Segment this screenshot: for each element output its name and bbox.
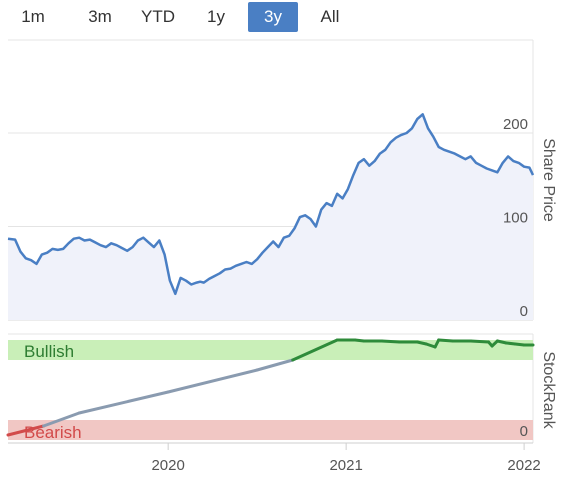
stockrank-line-segment	[380, 339, 402, 344]
range-button-1y[interactable]: 1y	[207, 7, 225, 26]
range-button-all[interactable]: All	[320, 7, 340, 26]
price-tick-label-0: 0	[520, 303, 528, 320]
bullish-band	[8, 340, 533, 360]
stockrank-line-segment	[415, 340, 428, 346]
stockrank-series-line	[6, 338, 535, 437]
range-button-3m[interactable]: 3m	[88, 7, 112, 26]
rank-tick-label-0: 0	[520, 423, 528, 440]
stockrank-line-segment	[424, 342, 437, 349]
bullish-band-label: Bullish	[24, 342, 74, 361]
stockrank-line-segment	[166, 368, 259, 394]
rank-axis-title: StockRank	[540, 351, 557, 429]
price-series-line	[7, 113, 535, 296]
x-tick-label-2020: 2020	[151, 457, 184, 474]
price-axis-title: Share Price	[540, 138, 557, 222]
bearish-band	[8, 420, 533, 440]
x-tick-label-2021: 2021	[329, 457, 362, 474]
stockrank-line-segment	[291, 338, 339, 362]
stockrank-line-segment	[469, 339, 491, 344]
price-tick-label-100: 100	[503, 210, 528, 227]
stockrank-panel: Bullish Bearish 0 StockRank 2020 2021 20…	[6, 333, 557, 474]
x-tick-label-2022: 2022	[507, 457, 540, 474]
price-area-fill	[8, 114, 533, 320]
range-button-1m[interactable]: 1m	[21, 7, 45, 26]
range-button-ytd[interactable]: YTD	[141, 7, 175, 26]
range-selector: 1m 3m YTD 1y 3y All	[0, 0, 574, 36]
stockrank-line-segment	[437, 338, 455, 343]
range-button-3y[interactable]: 3y	[248, 2, 298, 32]
price-tick-label-200: 200	[503, 116, 528, 133]
stockrank-line-segment	[255, 358, 295, 372]
price-panel: 200 100 0 Share Price	[7, 39, 557, 321]
stockrank-line-segment	[495, 339, 508, 345]
stockrank-line-segment	[77, 390, 170, 415]
stockrank-line-segment	[6, 424, 46, 437]
bearish-band-label: Bearish	[24, 423, 82, 442]
stockrank-line-segment	[42, 411, 81, 428]
